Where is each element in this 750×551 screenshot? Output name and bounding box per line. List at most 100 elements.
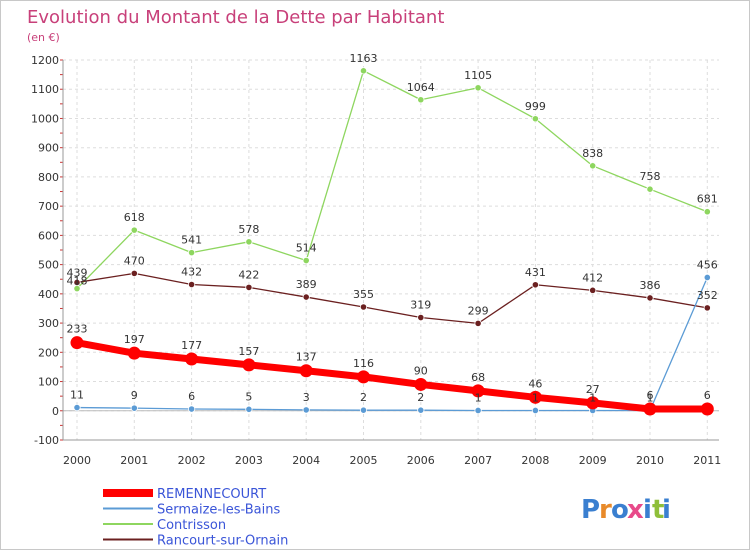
data-label: 6 [647, 389, 654, 402]
data-label: 1163 [350, 52, 378, 65]
x-tick-label: 2007 [464, 454, 492, 467]
data-point [245, 238, 253, 246]
grid [63, 59, 719, 441]
data-point [646, 294, 654, 302]
data-point [185, 352, 199, 366]
data-label: 6 [188, 390, 195, 403]
data-point [359, 67, 368, 75]
legend: REMENNECOURTSermaize-les-BainsContrisson… [103, 487, 288, 549]
y-tick-label: -100 [34, 434, 59, 447]
data-label: 578 [238, 223, 259, 236]
y-tick-label: 1100 [31, 83, 59, 96]
data-label: 68 [471, 371, 485, 384]
axes: -100 0 100 200 300 400 500 600 700 800 900 1000 1100… [31, 54, 721, 467]
data-point [188, 280, 196, 289]
data-point [188, 405, 196, 413]
data-point [417, 313, 425, 322]
data-label: 233 [67, 323, 88, 336]
x-tick-label: 2001 [120, 454, 148, 467]
y-tick-label: 100 [38, 376, 59, 389]
chart-title: Evolution du Montant de la Dette par Hab… [27, 7, 444, 28]
y-tick-label: 900 [38, 142, 59, 155]
data-point [245, 283, 253, 292]
data-label: 681 [697, 193, 718, 206]
data-point [531, 115, 540, 123]
data-label: 116 [353, 357, 374, 370]
logo-letter: o [611, 495, 629, 525]
y-tick-label: 300 [38, 317, 59, 330]
data-label: 352 [697, 289, 718, 302]
logo-letter: P [581, 495, 600, 525]
data-point [188, 249, 196, 257]
data-point [302, 406, 310, 414]
data-label: 27 [586, 383, 600, 396]
data-point [589, 162, 597, 170]
plot-area [63, 60, 719, 440]
data-point [528, 390, 542, 404]
data-label: 3 [303, 391, 310, 404]
data-label: 197 [124, 333, 145, 346]
data-point [531, 406, 540, 415]
series-lines [70, 67, 714, 416]
data-point [703, 208, 711, 216]
y-tick-label: 1200 [31, 54, 59, 67]
legend-label: Rancourt-sur-Ornain [157, 534, 288, 549]
data-label: 1 [647, 391, 654, 404]
data-label: 1064 [407, 81, 435, 94]
data-point [127, 346, 141, 360]
data-point [357, 370, 370, 384]
data-label: 389 [296, 278, 317, 291]
y-tick-label: 600 [38, 229, 59, 242]
y-tick-label: 700 [38, 200, 59, 213]
series-line-1 [76, 276, 708, 412]
data-label: 299 [468, 304, 489, 317]
data-label: 1 [589, 391, 596, 404]
data-point [359, 406, 368, 414]
data-point [414, 377, 428, 391]
data-label: 1 [532, 391, 539, 404]
data-label: 758 [640, 170, 661, 183]
data-point [703, 273, 711, 282]
data-point [299, 364, 313, 378]
data-point [471, 384, 485, 398]
data-label: 456 [697, 258, 718, 271]
data-point [417, 96, 425, 104]
data-label: 470 [124, 254, 145, 267]
data-label: 418 [67, 275, 88, 288]
data-point [242, 358, 256, 372]
data-point [474, 406, 482, 415]
data-label: 439 [67, 266, 88, 279]
data-point [474, 84, 482, 92]
proxiti-logo: Pr ox i ti [581, 495, 671, 525]
y-tick-label: 1000 [31, 112, 59, 125]
logo-letter: x [627, 495, 644, 525]
data-label: 1105 [464, 69, 492, 82]
y-tick-label: 800 [38, 171, 59, 184]
legend-label: Contrisson [157, 518, 226, 533]
x-tick-label: 2011 [693, 454, 721, 467]
logo-letter: i [662, 495, 671, 525]
data-label: 5 [245, 390, 252, 403]
data-point [245, 405, 253, 413]
data-point [586, 396, 600, 410]
x-tick-label: 2000 [63, 454, 91, 467]
data-label: 432 [181, 265, 202, 278]
data-label: 11 [70, 389, 84, 402]
logo-letter: r [599, 495, 612, 525]
data-point [703, 304, 711, 312]
x-tick-label: 2002 [178, 454, 206, 467]
data-point [589, 286, 597, 294]
x-tick-label: 2003 [235, 454, 263, 467]
data-label: 46 [528, 377, 542, 390]
data-point [359, 303, 368, 311]
data-point [73, 278, 81, 287]
data-point [646, 185, 654, 193]
logo-letter: t [652, 495, 664, 525]
data-point [130, 269, 138, 277]
y-tick-label: 200 [38, 346, 59, 359]
data-label: 422 [238, 268, 259, 281]
data-label: 9 [131, 389, 138, 402]
data-point [531, 281, 540, 289]
x-tick-label: 2004 [292, 454, 320, 467]
